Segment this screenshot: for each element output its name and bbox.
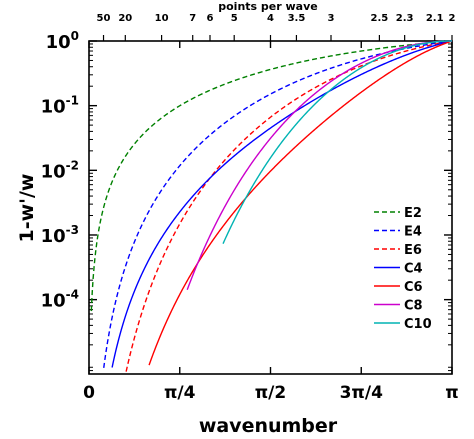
legend-label-c4: C4 — [404, 262, 423, 277]
top-tick-label: 50 — [97, 13, 111, 24]
y-tick-label: 10-4 — [41, 288, 79, 312]
legend: E2 E4 E6 C4 C6 C8 C10 — [374, 206, 432, 332]
top-tick-label: 6 — [207, 13, 214, 24]
series-line-c4 — [111, 40, 453, 368]
y-axis-title: 1-w'/w — [16, 174, 38, 243]
top-axis-title: points per wave — [218, 0, 317, 13]
y-tick-base: 10 — [41, 291, 66, 312]
top-tick-label: 10 — [155, 13, 169, 24]
top-tick-label: 4 — [267, 13, 274, 24]
x-tick-label: π/4 — [164, 383, 196, 403]
series-line-e6 — [125, 40, 453, 372]
series-line-e2 — [90, 40, 453, 312]
y-tick-exponent: -3 — [66, 223, 79, 237]
top-tick-label: 5 — [231, 13, 238, 24]
y-tick-base: 10 — [41, 97, 66, 118]
top-tick-label: 20 — [118, 13, 132, 24]
legend-label-e2: E2 — [404, 206, 422, 221]
y-tick-exponent: -4 — [66, 288, 79, 302]
y-tick-base: 10 — [41, 226, 66, 247]
top-tick-label: 7 — [189, 13, 196, 24]
y-tick-label: 10-3 — [41, 223, 79, 247]
legend-label-c6: C6 — [404, 280, 423, 295]
legend-label-c10: C10 — [404, 317, 432, 332]
top-tick-label: 3.5 — [288, 13, 306, 24]
x-tick-label: 0 — [83, 383, 95, 403]
x-axis-title: wavenumber — [199, 415, 338, 437]
series-line-c10 — [222, 40, 452, 244]
top-tick-label: 2.1 — [426, 13, 444, 24]
y-tick-base: 10 — [46, 32, 71, 53]
series-line-e4 — [103, 40, 453, 368]
top-tick-label: 2.3 — [396, 13, 414, 24]
x-tick-label: 3π/4 — [340, 383, 383, 403]
y-tick-label: 10-2 — [41, 158, 79, 182]
y-tick-exponent: 0 — [71, 29, 79, 43]
top-tick-label: 2.5 — [371, 13, 389, 24]
y-tick-label: 100 — [46, 29, 79, 53]
top-tick-label: 3 — [328, 13, 335, 24]
y-tick-label: 10-1 — [41, 94, 79, 118]
x-tick-label: π/2 — [255, 383, 287, 403]
top-tick-label: 2 — [449, 13, 456, 24]
x-tick-label: π — [445, 383, 458, 403]
legend-label-e4: E4 — [404, 225, 422, 240]
plot-frame — [88, 40, 453, 375]
y-tick-exponent: -2 — [66, 158, 79, 172]
series-line-c8 — [186, 40, 452, 291]
y-tick-base: 10 — [41, 161, 66, 182]
legend-label-c8: C8 — [404, 299, 423, 314]
series-lines — [90, 40, 453, 372]
y-tick-exponent: -1 — [66, 94, 79, 108]
legend-label-e6: E6 — [404, 243, 422, 258]
